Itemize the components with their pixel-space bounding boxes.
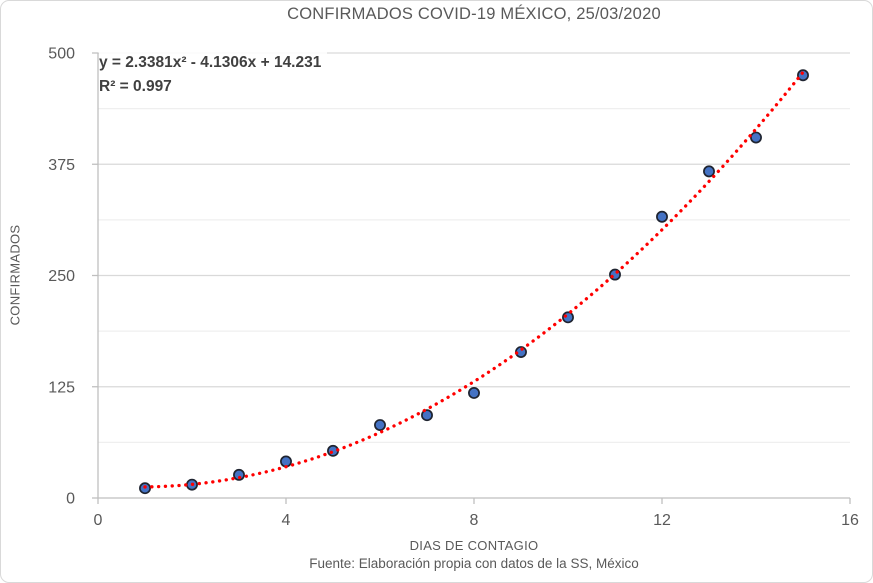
y-tick-label: 0 — [66, 491, 75, 508]
data-point — [797, 69, 809, 82]
data-point — [656, 210, 668, 223]
x-tick-label: 0 — [94, 512, 103, 529]
chart-title: CONFIRMADOS COVID-19 MÉXICO, 25/03/2020 — [287, 5, 661, 23]
y-tick-label: 500 — [48, 46, 75, 63]
data-point — [374, 419, 386, 431]
source-note: Fuente: Elaboración propia con datos de … — [309, 556, 639, 571]
y-tick-label: 250 — [48, 268, 75, 285]
trendline — [143, 70, 805, 489]
x-tick-label: 8 — [470, 512, 479, 529]
x-axis-title: DIAS DE CONTAGIO — [409, 538, 539, 553]
y-tick-label: 375 — [48, 157, 75, 174]
trendline-equation: y = 2.3381x² - 4.1306x + 14.231 — [99, 54, 322, 71]
data-point — [233, 468, 245, 481]
trendline-annotation: y = 2.3381x² - 4.1306x + 14.231 R² = 0.9… — [99, 51, 328, 99]
r-squared-value: R² = 0.997 — [99, 78, 172, 95]
x-tick-label: 12 — [653, 512, 671, 529]
data-point — [750, 131, 762, 144]
y-axis-title: CONFIRMADOS — [7, 224, 23, 326]
y-tick-label: 125 — [48, 379, 75, 396]
x-tick-label: 16 — [841, 512, 859, 529]
data-point — [609, 268, 621, 281]
x-tick-label: 4 — [282, 512, 291, 529]
data-point — [703, 165, 715, 178]
data-point — [468, 387, 480, 399]
data-point — [421, 409, 433, 422]
